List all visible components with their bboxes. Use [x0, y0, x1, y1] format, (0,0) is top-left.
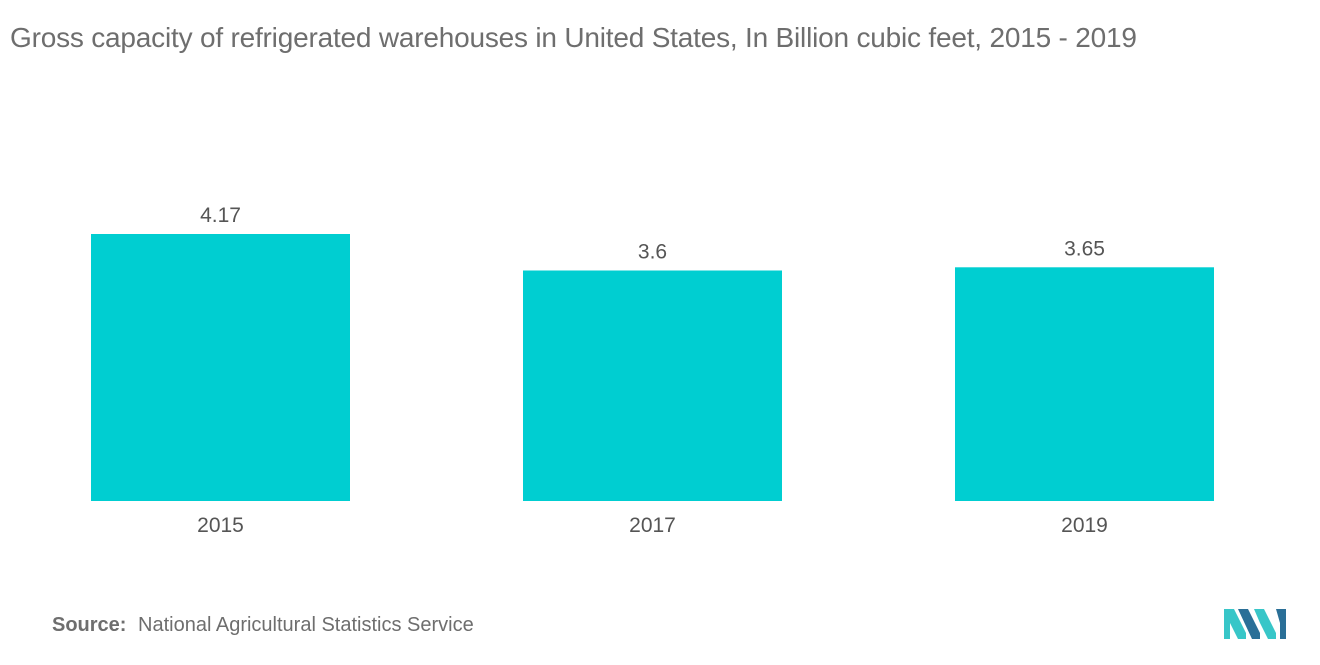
- bar-2017: [523, 270, 782, 501]
- value-label-2015: 4.17: [200, 204, 241, 227]
- source-label: Source:: [52, 614, 127, 636]
- source-text: National Agricultural Statistics Service: [138, 614, 474, 636]
- chart-title: Gross capacity of refrigerated warehouse…: [10, 22, 1137, 53]
- source-note: Source: National Agricultural Statistics…: [52, 614, 474, 637]
- mordor-logo-icon: [1224, 609, 1286, 639]
- x-tick-label-2019: 2019: [1061, 514, 1108, 537]
- value-label-2017: 3.6: [638, 240, 667, 263]
- bar-chart: 4.17 2015 3.6 2017 3.65 2019: [91, 204, 1214, 537]
- x-tick-label-2017: 2017: [629, 514, 676, 537]
- bar-2019: [955, 267, 1214, 501]
- value-label-2019: 3.65: [1064, 237, 1105, 260]
- bar-2015: [91, 234, 350, 501]
- x-tick-label-2015: 2015: [197, 514, 244, 537]
